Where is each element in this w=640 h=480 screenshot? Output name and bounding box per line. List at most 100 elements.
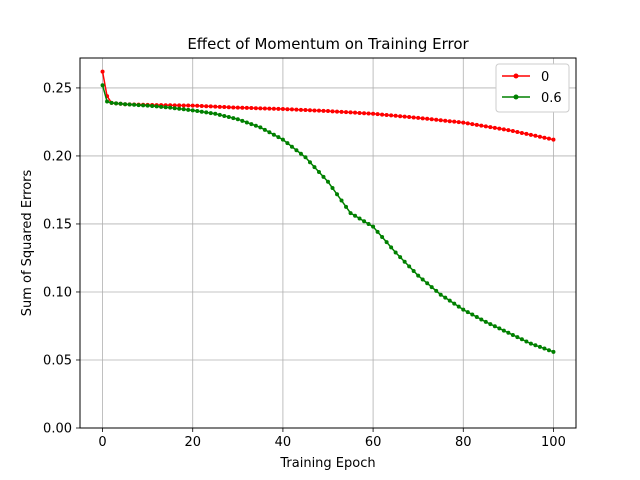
data-point-momentum-0-6: [362, 219, 367, 224]
data-point-momentum-0-6: [528, 341, 533, 346]
data-point-momentum-0: [366, 111, 371, 116]
data-point-momentum-0: [289, 107, 294, 112]
data-point-momentum-0-6: [519, 337, 524, 342]
data-point-momentum-0: [443, 118, 448, 123]
data-point-momentum-0-6: [199, 109, 204, 114]
data-point-momentum-0: [235, 105, 240, 110]
data-point-momentum-0: [371, 111, 376, 116]
data-point-momentum-0: [380, 112, 385, 117]
data-point-momentum-0-6: [298, 151, 303, 156]
data-point-momentum-0-6: [348, 211, 353, 216]
data-point-momentum-0-6: [479, 317, 484, 322]
data-point-momentum-0-6: [497, 326, 502, 331]
x-tick-label: 40: [275, 435, 292, 450]
data-point-momentum-0-6: [420, 277, 425, 282]
data-point-momentum-0-6: [335, 192, 340, 197]
data-point-momentum-0-6: [267, 130, 272, 135]
data-point-momentum-0: [483, 124, 488, 129]
data-point-momentum-0-6: [524, 339, 529, 344]
data-point-momentum-0: [195, 103, 200, 108]
data-point-momentum-0: [321, 108, 326, 113]
data-point-momentum-0-6: [470, 312, 475, 317]
data-point-momentum-0: [217, 104, 222, 109]
data-point-momentum-0-6: [195, 109, 200, 114]
data-point-momentum-0-6: [321, 174, 326, 179]
data-point-momentum-0-6: [136, 103, 141, 108]
data-point-momentum-0: [479, 123, 484, 128]
data-point-momentum-0: [456, 120, 461, 125]
data-point-momentum-0-6: [330, 186, 335, 191]
data-point-momentum-0-6: [465, 310, 470, 315]
data-point-momentum-0-6: [537, 344, 542, 349]
data-point-momentum-0: [335, 109, 340, 114]
data-point-momentum-0: [434, 117, 439, 122]
data-point-momentum-0-6: [204, 110, 209, 115]
data-point-momentum-0: [398, 114, 403, 119]
data-point-momentum-0: [330, 109, 335, 114]
y-axis-ticks: 0.00 0.05 0.10 0.15 0.20 0.25: [43, 81, 80, 437]
data-point-momentum-0-6: [123, 102, 128, 107]
data-point-momentum-0-6: [407, 264, 412, 269]
data-point-momentum-0: [465, 121, 470, 126]
data-point-momentum-0-6: [258, 125, 263, 130]
data-point-momentum-0: [339, 109, 344, 114]
data-point-momentum-0-6: [222, 113, 227, 118]
data-point-momentum-0: [501, 127, 506, 132]
data-point-momentum-0-6: [326, 179, 330, 184]
legend: 0 0.6: [495, 63, 570, 113]
data-point-momentum-0: [344, 110, 349, 115]
data-point-momentum-0: [461, 120, 466, 125]
data-point-momentum-0-6: [276, 135, 281, 140]
data-point-momentum-0: [100, 69, 105, 74]
data-point-momentum-0-6: [411, 269, 416, 274]
data-point-momentum-0-6: [429, 285, 434, 290]
data-point-momentum-0-6: [344, 204, 349, 209]
data-point-momentum-0: [542, 135, 547, 140]
data-point-momentum-0: [298, 107, 303, 112]
data-point-momentum-0-6: [271, 132, 276, 137]
data-point-momentum-0-6: [389, 245, 394, 250]
data-point-momentum-0: [546, 136, 551, 141]
data-point-momentum-0-6: [168, 105, 173, 110]
data-point-momentum-0-6: [226, 115, 231, 120]
data-point-momentum-0-6: [289, 144, 294, 149]
data-point-momentum-0: [510, 129, 515, 134]
x-tick-label: 20: [184, 435, 201, 450]
data-point-momentum-0-6: [172, 106, 177, 111]
data-point-momentum-0: [240, 105, 245, 110]
data-point-momentum-0: [506, 128, 511, 133]
data-point-momentum-0-6: [533, 343, 538, 348]
grid: [80, 58, 576, 429]
data-point-momentum-0-6: [127, 102, 132, 107]
y-tick-label: 0.10: [43, 285, 72, 300]
data-point-momentum-0-6: [312, 165, 317, 170]
data-point-momentum-0: [429, 117, 434, 122]
data-point-momentum-0-6: [235, 117, 240, 122]
data-point-momentum-0-6: [109, 100, 114, 105]
data-point-momentum-0: [226, 105, 231, 110]
data-point-momentum-0: [181, 103, 186, 108]
data-point-momentum-0-6: [118, 101, 123, 106]
series-layer: [100, 69, 556, 354]
data-point-momentum-0-6: [366, 221, 371, 226]
data-point-momentum-0-6: [402, 259, 407, 264]
data-point-momentum-0-6: [551, 349, 556, 354]
data-point-momentum-0: [190, 103, 195, 108]
data-point-momentum-0: [271, 106, 276, 111]
y-tick-label: 0.25: [43, 81, 72, 96]
data-point-momentum-0: [208, 104, 213, 109]
data-point-momentum-0: [515, 130, 520, 134]
data-point-momentum-0: [537, 134, 542, 139]
x-tick-label: 0: [98, 435, 106, 450]
data-point-momentum-0: [362, 111, 367, 116]
data-point-momentum-0: [425, 116, 430, 121]
data-point-momentum-0: [316, 108, 321, 113]
data-point-momentum-0-6: [316, 169, 321, 174]
data-point-momentum-0-6: [488, 322, 493, 327]
data-point-momentum-0-6: [307, 160, 312, 165]
data-point-momentum-0: [528, 132, 533, 137]
legend-marker-momentum-0-6: [513, 94, 519, 100]
data-point-momentum-0: [280, 107, 285, 112]
